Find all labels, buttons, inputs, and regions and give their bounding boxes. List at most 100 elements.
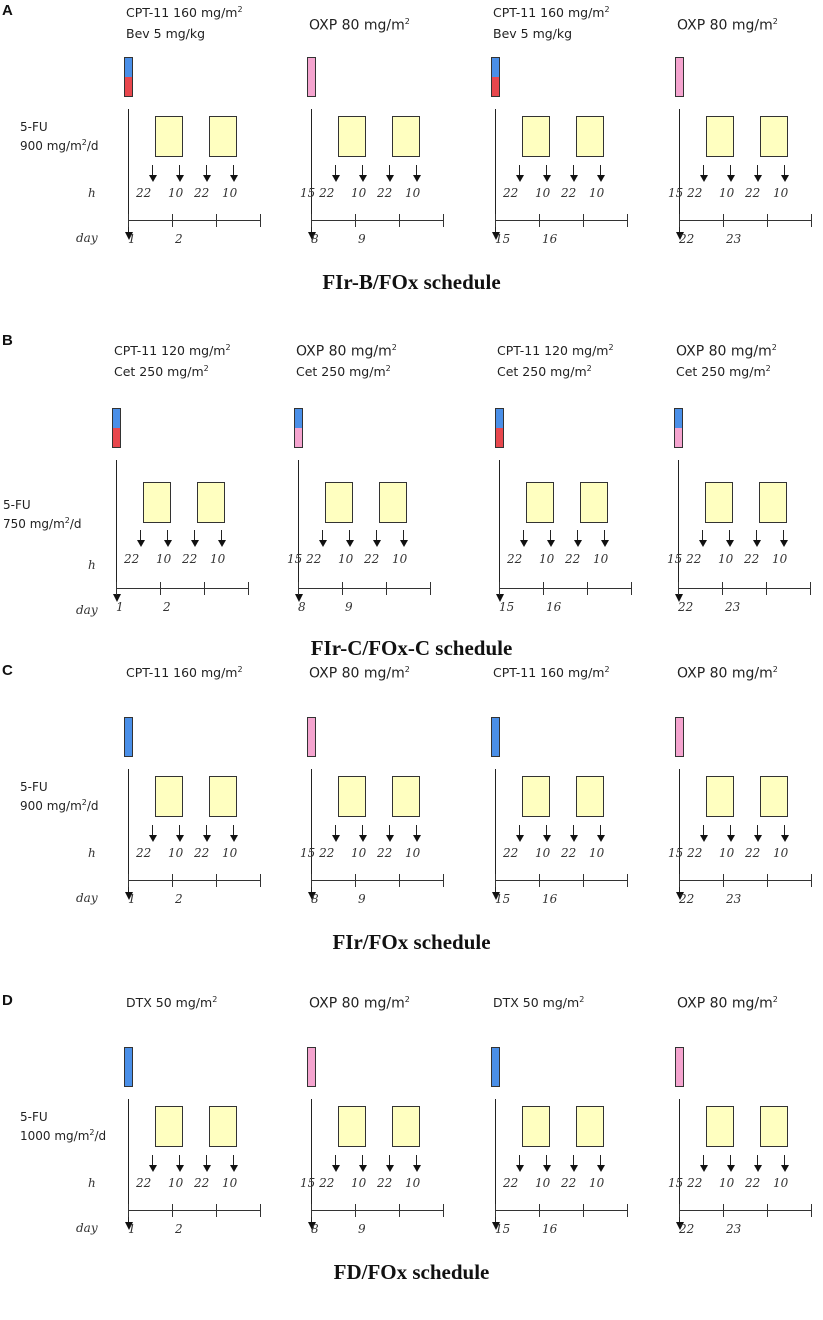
infusion-arrow-head bbox=[596, 835, 605, 842]
day-label: 16 bbox=[542, 892, 558, 906]
panel-caption: FIr-C/FOx-C schedule bbox=[310, 636, 513, 660]
bolus-arrow-line bbox=[116, 460, 118, 596]
day-label: 9 bbox=[358, 1222, 366, 1236]
infusion-arrow-line bbox=[523, 530, 525, 541]
day-tick bbox=[260, 874, 262, 887]
bottle-bottom bbox=[295, 428, 302, 447]
drug-dose-text: OXP 80 mg/m bbox=[309, 995, 405, 1012]
infusion-arrow-head bbox=[385, 1165, 394, 1172]
5-fu-infusion-box bbox=[522, 776, 550, 817]
day-label: 22 bbox=[679, 1222, 695, 1236]
drug-bottle bbox=[124, 1047, 133, 1087]
day-label: 9 bbox=[358, 232, 366, 246]
drug-dose-exp: 2 bbox=[404, 17, 410, 26]
infusion-arrow-head bbox=[569, 175, 578, 182]
infusion-arrow-line bbox=[546, 165, 548, 176]
infusion-arrow-head bbox=[229, 835, 238, 842]
infusion-arrow-line bbox=[600, 165, 602, 176]
day-label: 9 bbox=[345, 600, 353, 614]
hour-label: 22 bbox=[561, 186, 577, 200]
fu-dose-exp: 2 bbox=[89, 1128, 95, 1137]
bottle-bottom bbox=[676, 737, 683, 756]
bottle-bottom bbox=[496, 428, 503, 447]
infusion-arrow-line bbox=[179, 825, 181, 836]
fu-dose: 1000 mg/m2/d bbox=[20, 1125, 106, 1144]
infusion-arrow-head bbox=[229, 175, 238, 182]
infusion-arrow-line bbox=[784, 825, 786, 836]
infusion-arrow-line bbox=[335, 1155, 337, 1166]
hour-label: 15 22 bbox=[668, 186, 703, 200]
infusion-arrow-head bbox=[229, 1165, 238, 1172]
hour-label: 10 bbox=[351, 846, 367, 860]
day-tick bbox=[443, 874, 445, 887]
panel-caption: FD/FOx schedule bbox=[333, 1260, 490, 1284]
bottle-bottom bbox=[492, 77, 499, 96]
drug-bottle bbox=[495, 408, 504, 448]
hour-label: 10 bbox=[168, 186, 184, 200]
bolus-arrow-line bbox=[495, 769, 497, 894]
day-tick bbox=[723, 1204, 725, 1217]
day-tick bbox=[539, 214, 541, 227]
drug-bottle bbox=[675, 717, 684, 757]
drug-dose-label: CPT-11 120 mg/m2 bbox=[114, 343, 231, 358]
bottle-top bbox=[125, 1048, 132, 1067]
infusion-arrow-line bbox=[349, 530, 351, 541]
day-tick bbox=[342, 582, 344, 595]
infusion-arrow-head bbox=[699, 1165, 708, 1172]
hour-label: 10 bbox=[405, 186, 421, 200]
day-tick bbox=[160, 582, 162, 595]
day-label: 15 bbox=[495, 892, 511, 906]
bolus-arrow-head bbox=[491, 892, 500, 900]
day-tick bbox=[767, 1204, 769, 1217]
bottle-bottom bbox=[113, 428, 120, 447]
infusion-arrow-head bbox=[699, 175, 708, 182]
day-tick bbox=[172, 1204, 174, 1217]
bolus-arrow-line bbox=[499, 460, 501, 596]
infusion-arrow-line bbox=[703, 165, 705, 176]
drug-dose-exp: 2 bbox=[404, 665, 410, 674]
day-label: 23 bbox=[726, 892, 742, 906]
infusion-arrow-head bbox=[202, 175, 211, 182]
infusion-arrow-line bbox=[335, 825, 337, 836]
day-tick bbox=[587, 582, 589, 595]
infusion-arrow-line bbox=[416, 825, 418, 836]
drug-dose-exp: 2 bbox=[212, 995, 218, 1004]
fu-dose-unit: /d bbox=[86, 139, 99, 153]
day-tick bbox=[723, 874, 725, 887]
infusion-arrow-line bbox=[233, 165, 235, 176]
infusion-arrow-line bbox=[167, 530, 169, 541]
infusion-arrow-head bbox=[385, 835, 394, 842]
day-tick bbox=[116, 582, 118, 595]
drug-dose-text: CPT-11 160 mg/m bbox=[126, 665, 238, 681]
day-tick bbox=[723, 214, 725, 227]
bottle-top bbox=[308, 58, 315, 77]
day-label: 8 bbox=[311, 892, 319, 906]
drug-dose-exp: 2 bbox=[391, 343, 397, 352]
5-fu-infusion-box bbox=[197, 482, 225, 523]
fu-dose-value: 900 mg/m bbox=[20, 799, 82, 813]
bottle-top bbox=[676, 718, 683, 737]
hour-label: 22 bbox=[194, 186, 210, 200]
day-tick bbox=[260, 1204, 262, 1217]
infusion-arrow-head bbox=[726, 835, 735, 842]
hour-label: 22 bbox=[377, 1176, 393, 1190]
infusion-arrow-line bbox=[179, 165, 181, 176]
day-label: 22 bbox=[679, 892, 695, 906]
fu-dose-exp: 2 bbox=[81, 138, 87, 147]
5-fu-infusion-box bbox=[576, 776, 604, 817]
day-timeline bbox=[495, 1210, 627, 1212]
5-fu-infusion-box bbox=[759, 482, 787, 523]
day-timeline bbox=[116, 588, 248, 590]
infusion-arrow-line bbox=[416, 1155, 418, 1166]
bottle-top bbox=[113, 409, 120, 428]
bolus-arrow-line bbox=[311, 1099, 313, 1224]
hour-label: 15 22 bbox=[668, 846, 703, 860]
drug-dose-label: OXP 80 mg/m2 bbox=[676, 343, 777, 360]
hour-label: 22 bbox=[745, 186, 761, 200]
panel-d: D 5-FU 1000 mg/m2/d h day DTX 50 mg/m2 22 10 22 1… bbox=[0, 990, 823, 1320]
day-tick bbox=[539, 874, 541, 887]
infusion-arrow-head bbox=[596, 1165, 605, 1172]
infusion-arrow-line bbox=[194, 530, 196, 541]
hour-label: 22 bbox=[503, 1176, 519, 1190]
day-tick bbox=[495, 1204, 497, 1217]
